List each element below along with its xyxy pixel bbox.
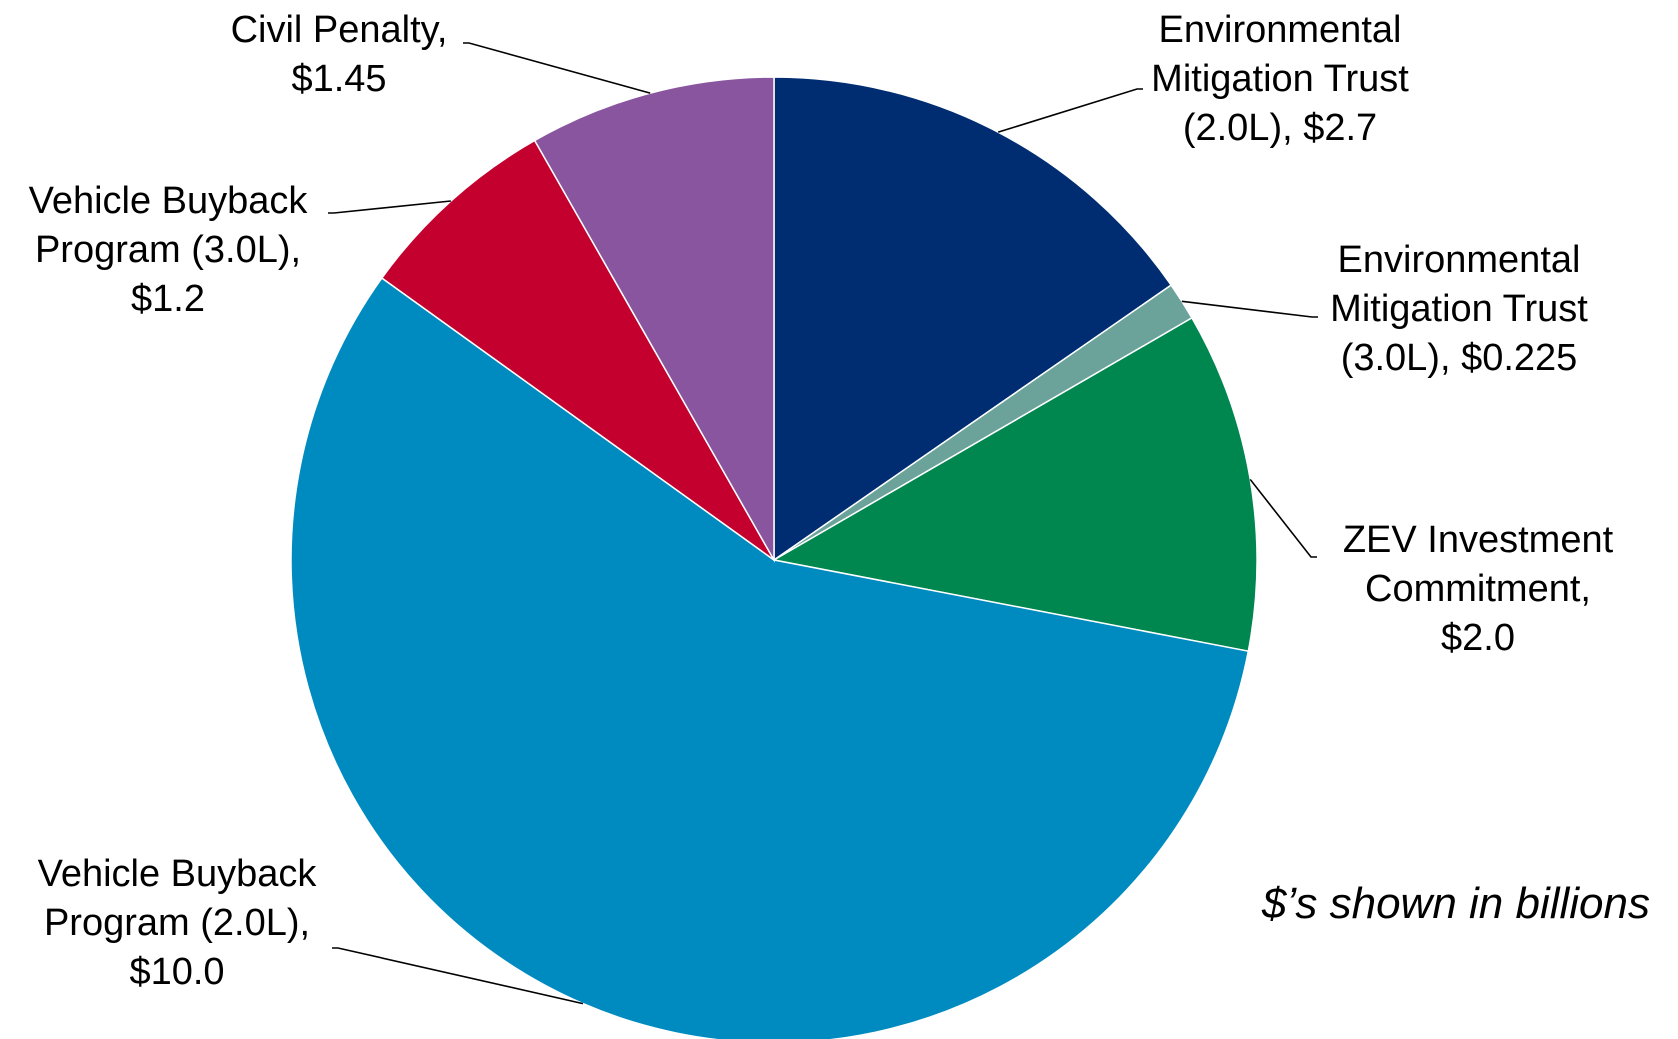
pie-slice-2 (771, 316, 1258, 653)
leader-line-1 (1181, 300, 1318, 318)
slice-label-0: Environmental Mitigation Trust (2.0L), $2.… (1151, 9, 1409, 149)
leader-line-0 (997, 88, 1143, 133)
slice-label-line: $10.0 (129, 951, 224, 993)
leader-line-3 (332, 947, 584, 1005)
slice-label-line: Environmental (1159, 9, 1402, 51)
slice-label-line: $1.45 (291, 58, 386, 100)
pie-slice-0 (773, 76, 1173, 562)
pie-slice-3 (290, 276, 1250, 1039)
slice-label-line: Environmental (1338, 239, 1581, 281)
units-note: $’s shown in billions (1261, 879, 1650, 928)
slice-label-line: Mitigation Trust (1151, 58, 1409, 100)
slice-label-4: Vehicle Buyback Program (3.0L), $1.2 (29, 180, 309, 320)
slice-label-line: (3.0L), $0.225 (1341, 337, 1578, 379)
slice-label-line: ZEV Investment (1343, 519, 1614, 561)
slice-label-3: Vehicle Buyback Program (2.0L), $10.0 (38, 853, 318, 993)
pie-slices (290, 76, 1258, 1039)
slice-labels: Environmental Mitigation Trust (2.0L), $2.… (29, 9, 1614, 993)
leader-line-4 (328, 200, 451, 214)
slice-label-line: Civil Penalty, (231, 9, 448, 51)
leader-lines (328, 42, 1318, 1005)
slice-label-line: $2.0 (1441, 617, 1515, 659)
slice-label-5: Civil Penalty, $1.45 (231, 9, 448, 100)
slice-label-line: Vehicle Buyback (29, 180, 309, 222)
slice-label-line: Program (3.0L), (35, 229, 301, 271)
slice-label-line: $1.2 (131, 278, 205, 320)
slice-label-line: (2.0L), $2.7 (1183, 107, 1377, 149)
slice-label-1: Environmental Mitigation Trust (3.0L), $0.… (1330, 239, 1588, 379)
leader-line-2 (1249, 478, 1317, 558)
slice-label-line: Mitigation Trust (1330, 288, 1588, 330)
slice-label-line: Vehicle Buyback (38, 853, 318, 895)
leader-line-5 (463, 42, 651, 94)
slice-label-line: Commitment, (1365, 568, 1591, 610)
slice-label-line: Program (2.0L), (44, 902, 310, 944)
slice-label-2: ZEV Investment Commitment, $2.0 (1343, 519, 1614, 659)
